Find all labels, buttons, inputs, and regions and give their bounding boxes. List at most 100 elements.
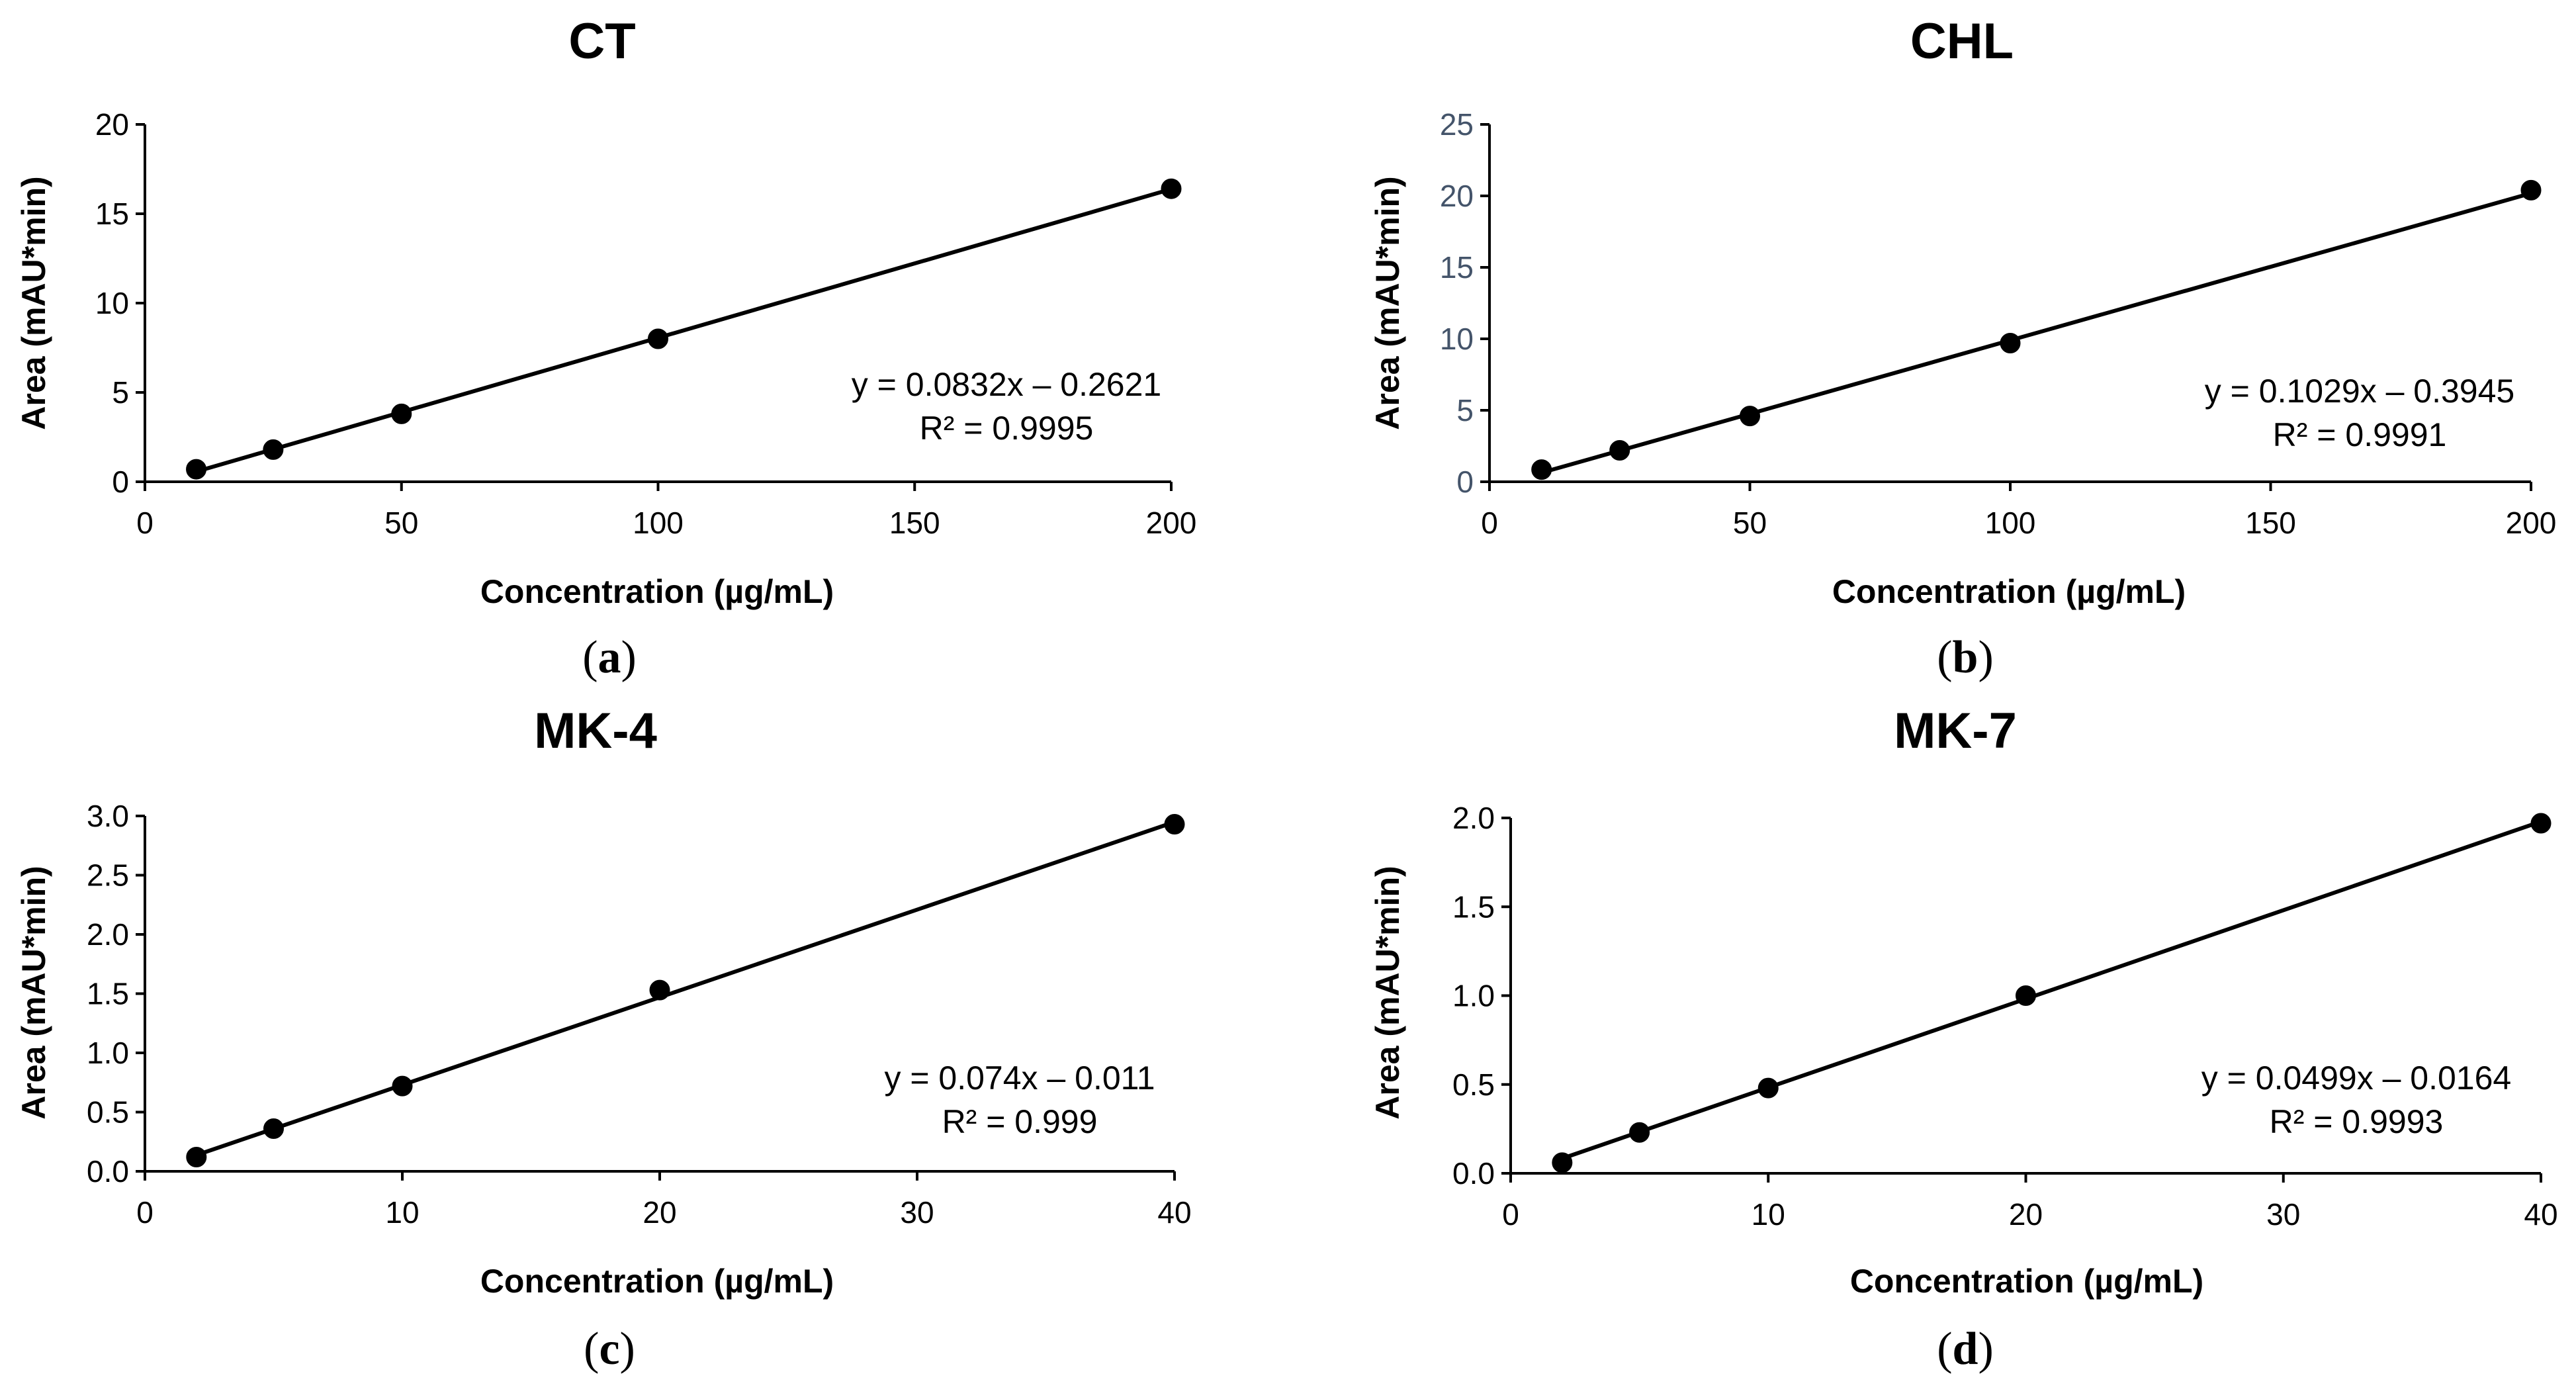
y-tick-label: 1.5	[87, 977, 129, 1011]
data-point	[2016, 985, 2036, 1006]
chart-title: MK-4	[534, 703, 657, 759]
x-axis-title: Concentration (µg/mL)	[1832, 573, 2186, 610]
x-tick-label: 100	[1985, 506, 2036, 540]
x-tick-label: 0	[136, 1195, 154, 1230]
data-point	[391, 403, 412, 424]
x-tick-label: 10	[1752, 1197, 1785, 1232]
y-tick-label: 5	[1456, 393, 1474, 428]
panel-label: (a)	[582, 632, 637, 683]
x-tick-label: 40	[2524, 1197, 2557, 1232]
x-tick-label: 0	[1481, 506, 1498, 540]
y-tick-label: 0	[112, 465, 129, 499]
data-point	[1740, 406, 1760, 427]
y-axis-title: Area (mAU*min)	[1369, 176, 1406, 429]
r-squared-label: R² = 0.9991	[2273, 416, 2447, 453]
y-axis-title: Area (mAU*min)	[1369, 866, 1406, 1119]
x-tick-label: 20	[643, 1195, 676, 1230]
y-tick-label: 2.0	[1452, 801, 1495, 835]
y-tick-label: 10	[1440, 322, 1474, 356]
data-point	[1164, 814, 1185, 835]
x-tick-label: 40	[1157, 1195, 1191, 1230]
r-squared-label: R² = 0.999	[942, 1103, 1098, 1140]
trendline-equation: y = 0.0499x – 0.0164	[2201, 1059, 2511, 1097]
panel-letter: d	[1953, 1324, 1978, 1374]
x-tick-label: 100	[633, 506, 684, 540]
chart-panel-mk4: MK-4 Area (mAU*min) Concentration (µg/mL…	[15, 703, 1192, 1374]
y-tick-label: 15	[1440, 250, 1474, 285]
y-tick-label: 0.5	[1452, 1067, 1495, 1102]
data-point	[1552, 1152, 1573, 1173]
panel-letter: c	[599, 1324, 619, 1374]
plot-area: 0.0 0.5 1.0 1.5 2.0 2.5 3.0 0 10 20 30 40	[87, 799, 1192, 1230]
x-tick-label: 30	[2266, 1197, 2300, 1232]
x-axis-title: Concentration (µg/mL)	[1850, 1263, 2203, 1300]
trendline-equation: y = 0.1029x – 0.3945	[2205, 373, 2514, 410]
panel-label: (d)	[1937, 1324, 1994, 1374]
plot-area: 0 5 10 15 20 25 0 50 100 150 200	[1440, 107, 2557, 540]
panel-letter: a	[598, 632, 621, 683]
data-point	[1531, 459, 1552, 480]
x-axis-title: Concentration (µg/mL)	[480, 1263, 834, 1300]
chart-title: CT	[568, 13, 635, 69]
y-tick-label: 1.0	[87, 1036, 129, 1070]
panel-letter: b	[1953, 632, 1978, 683]
x-tick-label: 200	[2506, 506, 2557, 540]
data-point	[392, 1075, 413, 1097]
data-point	[649, 979, 670, 1001]
y-tick-label: 5	[112, 375, 129, 410]
x-tick-label: 20	[2009, 1197, 2043, 1232]
data-point	[2520, 179, 2542, 201]
y-tick-label: 3.0	[87, 799, 129, 833]
chart-panel-mk7: MK-7 Area (mAU*min) Concentration (µg/mL…	[1369, 703, 2558, 1374]
y-tick-label: 2.0	[87, 917, 129, 952]
y-tick-label: 15	[95, 197, 129, 231]
chart-title: MK-7	[1894, 703, 2017, 759]
data-point	[1609, 439, 1630, 461]
x-tick-label: 200	[1146, 506, 1197, 540]
y-axis-title: Area (mAU*min)	[15, 866, 52, 1119]
data-point	[1757, 1077, 1779, 1099]
panel-label: (b)	[1937, 632, 1994, 683]
data-point	[1161, 178, 1182, 199]
data-point	[263, 1118, 284, 1140]
r-squared-label: R² = 0.9993	[2270, 1103, 2444, 1140]
y-tick-label: 25	[1440, 107, 1474, 142]
x-tick-label: 50	[1733, 506, 1767, 540]
chart-panel-ct: CT Area (mAU*min) Concentration (µg/mL) …	[15, 13, 1196, 683]
data-point	[2530, 813, 2552, 834]
x-tick-label: 30	[900, 1195, 934, 1230]
chart-panel-chl: CHL Area (mAU*min) Concentration (µg/mL)…	[1369, 13, 2556, 683]
y-tick-label: 10	[95, 286, 129, 320]
panel-label: (c)	[584, 1324, 635, 1374]
data-point	[1629, 1122, 1650, 1143]
trendline	[195, 820, 1175, 1157]
x-tick-label: 50	[384, 506, 418, 540]
y-tick-label: 20	[1440, 179, 1474, 213]
y-tick-label: 20	[95, 107, 129, 142]
y-tick-label: 0	[1456, 465, 1474, 499]
trendline	[1561, 819, 2542, 1161]
x-tick-label: 150	[889, 506, 940, 540]
x-tick-label: 0	[1502, 1197, 1519, 1232]
data-point	[186, 459, 207, 480]
y-tick-label: 0.5	[87, 1095, 129, 1130]
data-point	[2000, 332, 2021, 353]
y-tick-label: 0.0	[1452, 1156, 1495, 1191]
trendline	[195, 187, 1172, 474]
x-axis-title: Concentration (µg/mL)	[480, 573, 834, 610]
plot-area: 0.0 0.5 1.0 1.5 2.0 0 10 20 30 40	[1452, 801, 2558, 1232]
data-point	[648, 328, 668, 349]
y-tick-label: 0.0	[87, 1154, 129, 1189]
data-point	[186, 1147, 207, 1168]
x-tick-label: 150	[2245, 506, 2296, 540]
y-axis-title: Area (mAU*min)	[15, 176, 52, 429]
data-point	[263, 439, 284, 460]
y-tick-label: 1.5	[1452, 889, 1495, 924]
r-squared-label: R² = 0.9995	[920, 410, 1094, 447]
chart-title: CHL	[1910, 13, 2014, 69]
trendline-equation: y = 0.074x – 0.011	[884, 1059, 1155, 1097]
trendline-equation: y = 0.0832x – 0.2621	[852, 366, 1161, 403]
y-tick-label: 1.0	[1452, 979, 1495, 1013]
